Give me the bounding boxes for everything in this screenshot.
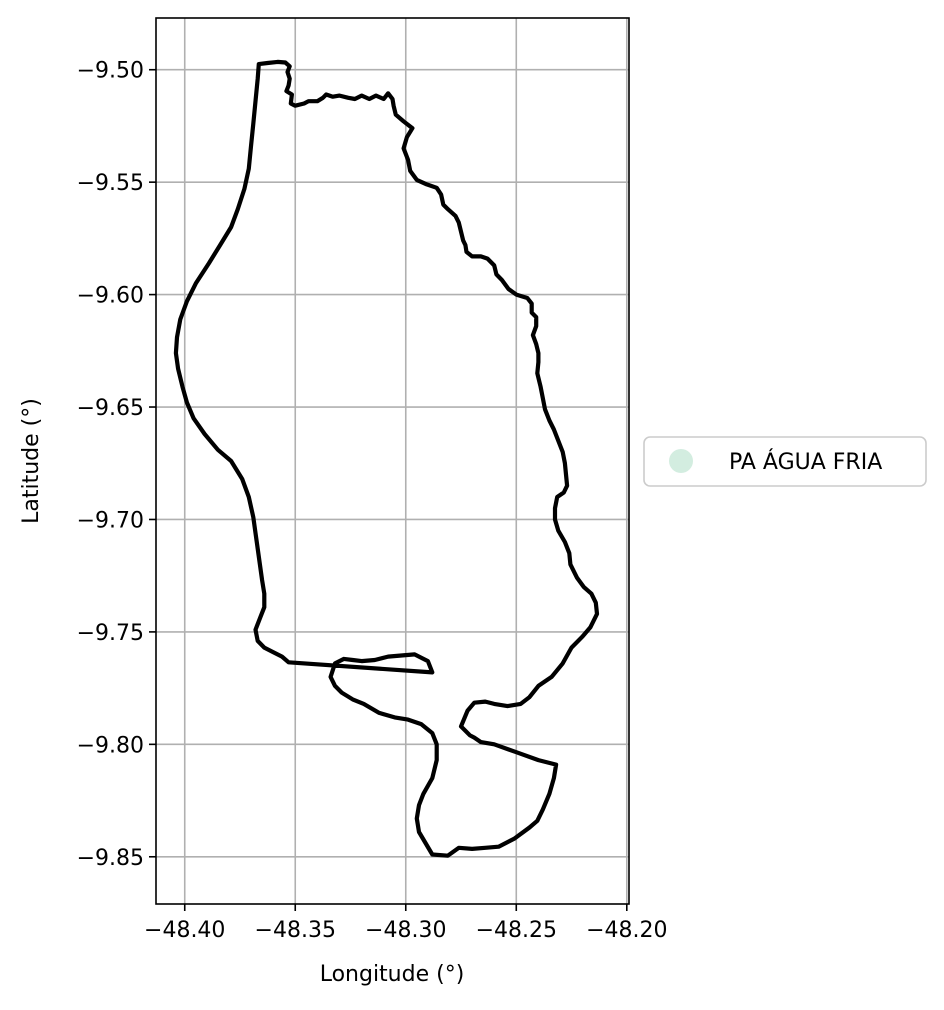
x-axis-label: Longitude (°) [320,962,465,987]
settlement-boundary [173,59,600,858]
y-tick-label: −9.65 [77,396,144,421]
legend-label: PA ÁGUA FRIA [729,449,882,475]
x-tick-label: −48.25 [476,918,557,943]
y-axis-ticks: −9.50 −9.55 −9.60 −9.65 −9.70 −9.75 −9.80 −9.85 [77,59,156,871]
grid-lines [156,18,629,904]
boundary-layer [173,59,600,858]
x-tick-label: −48.40 [144,918,225,943]
y-tick-label: −9.55 [77,171,144,196]
axes-frame [155,17,630,905]
x-axis-ticks: −48.40 −48.35 −48.30 −48.25 −48.20 [144,904,668,943]
x-tick-label: −48.35 [255,918,336,943]
y-tick-label: −9.85 [77,846,144,871]
legend-frame [643,436,927,487]
x-tick-label: −48.30 [365,918,446,943]
y-axis-label: Latitude (°) [19,398,44,524]
y-tick-label: −9.70 [77,508,144,533]
y-tick-label: −9.80 [77,733,144,758]
y-tick-label: −9.60 [77,284,144,309]
legend: PA ÁGUA FRIA [643,436,927,487]
x-tick-label: −48.20 [586,918,667,943]
y-tick-label: −9.50 [77,59,144,84]
legend-marker [669,449,693,473]
y-tick-label: −9.75 [77,621,144,646]
